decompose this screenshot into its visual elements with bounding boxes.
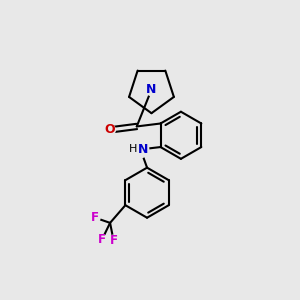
Text: N: N — [138, 143, 148, 156]
Circle shape — [146, 84, 158, 95]
Circle shape — [132, 141, 149, 158]
Text: F: F — [110, 234, 118, 247]
Text: O: O — [104, 124, 115, 136]
Circle shape — [108, 235, 119, 246]
Circle shape — [89, 212, 100, 223]
Text: F: F — [91, 211, 99, 224]
Text: H: H — [129, 144, 137, 154]
Circle shape — [97, 235, 107, 245]
Text: N: N — [146, 83, 157, 96]
Text: F: F — [98, 233, 106, 247]
Circle shape — [103, 124, 115, 136]
